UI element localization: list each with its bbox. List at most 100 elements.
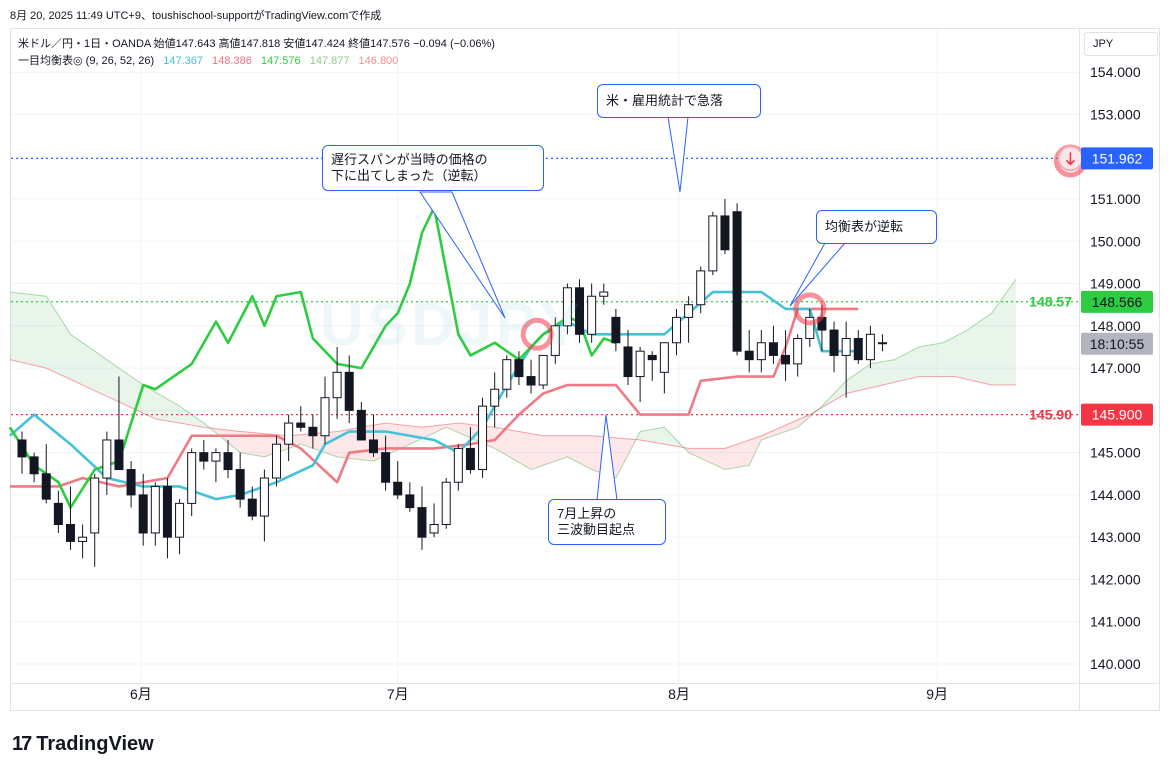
candle-body[interactable]	[126, 469, 136, 496]
candle-body[interactable]	[744, 350, 754, 361]
price-axis-label-bg	[1081, 403, 1153, 426]
candle-body[interactable]	[247, 498, 257, 517]
candle-body[interactable]	[781, 354, 791, 365]
candle-body[interactable]	[768, 342, 778, 356]
candle-body[interactable]	[865, 333, 875, 361]
candle-body[interactable]	[575, 287, 585, 335]
x-tick-label: 8月	[668, 686, 690, 702]
candle-body[interactable]	[187, 452, 197, 504]
candle-body[interactable]	[720, 215, 730, 251]
candle-body[interactable]	[223, 452, 233, 471]
symbol-legend[interactable]: 米ドル／円・1日・OANDA 始値147.643 高値147.818 安値147…	[18, 38, 495, 50]
candle-body[interactable]	[562, 287, 572, 327]
candle-body[interactable]	[417, 507, 427, 538]
candle-body[interactable]	[102, 439, 112, 479]
candle-body[interactable]	[235, 469, 245, 500]
candle-body[interactable]	[429, 524, 439, 534]
candle-body[interactable]	[756, 342, 766, 361]
candle-body[interactable]	[381, 452, 391, 483]
candle-body[interactable]	[199, 452, 209, 462]
y-tick-label: 151.000	[1090, 191, 1141, 207]
candle-body[interactable]	[538, 354, 548, 386]
indicator-label: 一目均衡表◎ (9, 26, 52, 26)	[18, 55, 155, 67]
candle-body[interactable]	[29, 456, 39, 475]
candle-body[interactable]	[296, 422, 306, 428]
annotation-line: 7月上昇の	[557, 506, 617, 521]
candle-body[interactable]	[659, 342, 669, 373]
candle-body[interactable]	[647, 354, 657, 361]
candle-body[interactable]	[853, 338, 863, 361]
candle-body[interactable]	[175, 502, 185, 538]
candle-body[interactable]	[90, 477, 100, 534]
chart-frame	[10, 28, 1160, 711]
y-tick-label: 147.000	[1090, 360, 1141, 376]
x-tick-label: 9月	[926, 686, 948, 702]
candle-body[interactable]	[308, 426, 318, 437]
candle-body[interactable]	[696, 270, 706, 306]
candle-body[interactable]	[805, 316, 815, 340]
candle-body[interactable]	[732, 211, 742, 352]
indicator-value-tenkan: 147.367	[163, 55, 203, 67]
candle-body[interactable]	[53, 502, 63, 526]
candle-body[interactable]	[114, 439, 124, 471]
y-tick-label: 148.000	[1090, 318, 1141, 334]
candle-body[interactable]	[526, 376, 536, 386]
candle-body[interactable]	[259, 477, 269, 517]
candle-body[interactable]	[284, 422, 294, 445]
candle-body[interactable]	[65, 524, 75, 542]
indicator-value-senkou-b: 146.800	[358, 55, 399, 67]
candle-body[interactable]	[138, 494, 148, 534]
price-axis-label-bg	[1081, 332, 1153, 355]
candle-body[interactable]	[841, 338, 851, 356]
candle-body[interactable]	[453, 447, 463, 483]
candle-body[interactable]	[623, 346, 633, 378]
candle-body[interactable]	[41, 473, 51, 500]
candle-body[interactable]	[272, 443, 282, 479]
ichimoku-cloud	[818, 279, 1016, 410]
currency-selector[interactable]: JPY	[1084, 32, 1158, 56]
candle-body[interactable]	[441, 481, 451, 526]
candle-body[interactable]	[344, 371, 354, 411]
candle-body[interactable]	[684, 304, 694, 318]
price-axis-label: 18:10:55	[1090, 336, 1145, 352]
tradingview-logo[interactable]: 17 TradingView	[12, 733, 154, 756]
candle-body[interactable]	[465, 447, 475, 471]
candle-body[interactable]	[78, 536, 88, 542]
candle-body[interactable]	[320, 397, 330, 437]
candle-body[interactable]	[332, 371, 342, 399]
logo-text: TradingView	[36, 733, 154, 755]
ichimoku-cloud	[212, 423, 638, 479]
candle-body[interactable]	[17, 439, 27, 458]
candle-body[interactable]	[635, 350, 645, 378]
highlight-circle	[793, 292, 827, 326]
candle-body[interactable]	[405, 494, 415, 509]
candle-body[interactable]	[793, 338, 803, 365]
annotation-line: 三波動目起点	[557, 522, 636, 537]
candle-body[interactable]	[829, 329, 839, 356]
candle-body[interactable]	[150, 485, 160, 534]
candle-body[interactable]	[211, 452, 221, 462]
candle-body[interactable]	[611, 316, 621, 344]
candle-body[interactable]	[671, 316, 681, 344]
candle-body[interactable]	[478, 405, 488, 471]
annotation-pointer	[667, 116, 689, 193]
candle-body[interactable]	[502, 359, 512, 390]
chikou-annotation: 遅行スパンが当時の価格の 下に出てしまった（逆転）	[322, 145, 544, 191]
candle-body[interactable]	[356, 409, 366, 441]
y-tick-label: 142.000	[1090, 571, 1141, 587]
candle-body[interactable]	[162, 485, 172, 538]
annotation-line: 遅行スパンが当時の価格の	[331, 152, 488, 167]
indicator-legend[interactable]: 一目均衡表◎ (9, 26, 52, 26) 147.367 148.386 1…	[18, 52, 404, 68]
candle-body[interactable]	[368, 439, 378, 454]
candle-body[interactable]	[708, 215, 718, 272]
candle-body[interactable]	[393, 481, 403, 496]
annotation-line: 均衡表が逆転	[825, 219, 904, 234]
y-tick-label: 144.000	[1090, 487, 1141, 503]
candle-body[interactable]	[587, 295, 597, 335]
candle-body[interactable]	[878, 342, 888, 345]
highlight-circle	[520, 317, 554, 351]
candle-body[interactable]	[599, 291, 609, 297]
candle-body[interactable]	[490, 388, 500, 407]
candle-body[interactable]	[514, 359, 524, 378]
